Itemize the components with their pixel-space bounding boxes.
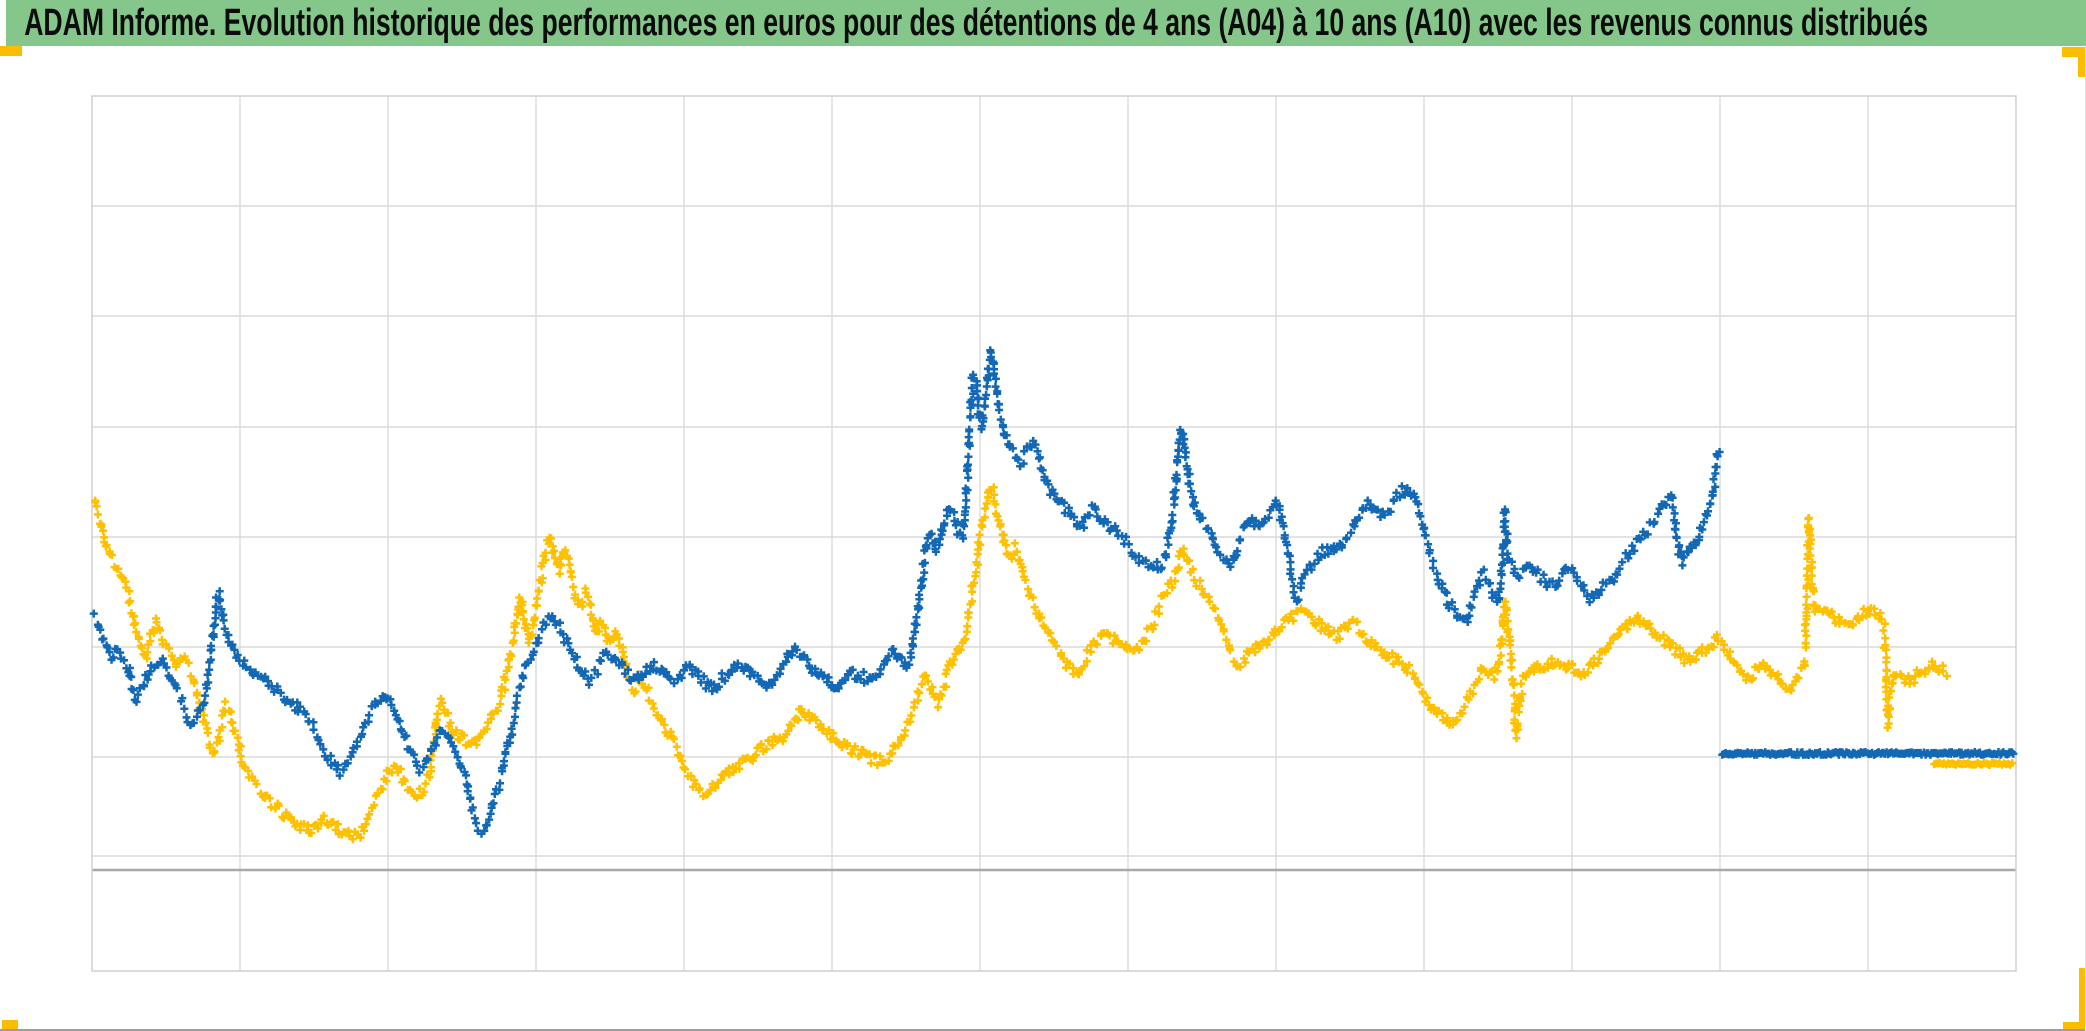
series-markers-serie-jaune <box>91 483 2017 844</box>
bottom-edge-line <box>0 1029 2086 1031</box>
corner-accent-bottom-left <box>2 1020 18 1029</box>
series-markers-serie-bleue <box>89 346 2018 838</box>
plot-border <box>91 95 2017 972</box>
corner-accent-top-right-h <box>2062 47 2086 57</box>
corner-accent-top-left <box>0 46 22 56</box>
corner-accent-top-right-v <box>2078 47 2086 77</box>
corner-accent-bottom-right-v <box>2079 968 2086 1031</box>
corner-accent-bottom-right-h <box>2063 1022 2086 1031</box>
title-bar: ADAM Informe. Evolution historique des p… <box>6 0 2086 46</box>
page-title: ADAM Informe. Evolution historique des p… <box>24 2 1929 44</box>
